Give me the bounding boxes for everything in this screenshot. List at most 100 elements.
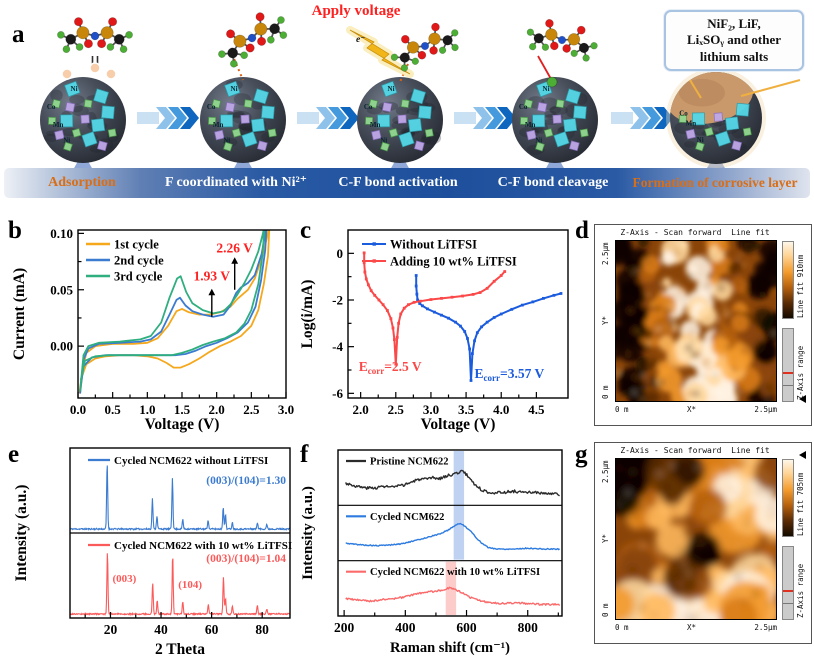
afm-g-zrange-bar bbox=[782, 546, 794, 620]
svg-text:0.10: 0.10 bbox=[50, 226, 73, 241]
svg-text:2nd cycle: 2nd cycle bbox=[114, 254, 164, 268]
svg-text:Intensity (a.u.): Intensity (a.u.) bbox=[300, 486, 316, 580]
afm-d-colorbar-label: Line fit 910nm bbox=[796, 254, 805, 318]
svg-text:800: 800 bbox=[518, 620, 539, 635]
svg-text:2.5: 2.5 bbox=[388, 402, 405, 417]
svg-text:2.26 V: 2.26 V bbox=[216, 241, 253, 256]
svg-text:-2: -2 bbox=[332, 293, 343, 308]
svg-text:Mn: Mn bbox=[53, 121, 64, 129]
panel-d-label: d bbox=[575, 217, 589, 244]
stage-adsorption: Adsorption bbox=[48, 175, 116, 190]
apply-voltage-label: Apply voltage bbox=[311, 3, 401, 19]
svg-text:400: 400 bbox=[395, 620, 416, 635]
panel-b-label: b bbox=[8, 217, 22, 244]
svg-text:40: 40 bbox=[154, 622, 168, 637]
afm-g-topography bbox=[616, 459, 776, 619]
afm-d-ylabel-top: 2.5μm bbox=[601, 242, 610, 265]
panel-e-label: e bbox=[8, 441, 20, 468]
afm-d-zrange-bar bbox=[782, 328, 794, 402]
afm-g-scanline-marker-icon bbox=[799, 451, 806, 459]
panel-g-label: g bbox=[575, 441, 588, 468]
svg-text:Without LiTFSI: Without LiTFSI bbox=[390, 238, 477, 252]
svg-text:(104): (104) bbox=[178, 579, 202, 591]
svg-text:Intensity (a.u.): Intensity (a.u.) bbox=[13, 485, 30, 582]
svg-text:1.0: 1.0 bbox=[139, 402, 155, 417]
panel-a-label: a bbox=[12, 21, 25, 48]
afm-g-colorbar-label: Line fit 705nm bbox=[796, 472, 805, 536]
svg-text:0.05: 0.05 bbox=[50, 282, 73, 297]
svg-text:Co: Co bbox=[207, 103, 216, 111]
svg-text:2.0: 2.0 bbox=[353, 402, 369, 417]
svg-text:Co: Co bbox=[364, 103, 373, 111]
svg-text:4.0: 4.0 bbox=[493, 402, 509, 417]
svg-text:Ni: Ni bbox=[388, 85, 395, 93]
ncm-particle: Ni Co Mn Ni bbox=[200, 77, 286, 163]
stage-coordination: F coordinated with Ni²⁺ bbox=[164, 175, 308, 190]
svg-text:-6: -6 bbox=[332, 386, 343, 401]
svg-text:Ni: Ni bbox=[71, 85, 78, 93]
svg-text:2 Theta: 2 Theta bbox=[155, 641, 205, 658]
svg-text:Mn: Mn bbox=[525, 121, 536, 129]
svg-text:600: 600 bbox=[456, 620, 477, 635]
svg-text:20: 20 bbox=[104, 622, 118, 637]
stage-activation: C-F bond activation bbox=[338, 175, 458, 190]
svg-text:0.0: 0.0 bbox=[70, 402, 86, 417]
svg-text:3.5: 3.5 bbox=[458, 402, 475, 417]
svg-text:Adding 10 wt% LiTFSI: Adding 10 wt% LiTFSI bbox=[390, 255, 517, 269]
svg-text:Current (mA): Current (mA) bbox=[11, 268, 28, 360]
svg-text:Ni: Ni bbox=[63, 136, 70, 144]
afm-d-ylabel-bot: 0 m bbox=[601, 385, 610, 399]
raman-chart: Pristine NCM622 Cycled NCM622 Cycled NCM62… bbox=[300, 449, 563, 656]
afm-d-x0: 0 m bbox=[615, 405, 629, 414]
svg-text:1st cycle: 1st cycle bbox=[114, 238, 159, 252]
svg-text:Ni: Ni bbox=[223, 136, 230, 144]
salts-line-1: NiF₂, LiF, bbox=[707, 16, 761, 31]
afm-d-zrange-label: Z-Axis range bbox=[796, 345, 805, 400]
svg-text:1.5: 1.5 bbox=[174, 402, 191, 417]
svg-text:3.0: 3.0 bbox=[423, 402, 439, 417]
afm-d-image bbox=[615, 240, 777, 402]
afm-d-scanline-marker-icon bbox=[799, 395, 806, 403]
svg-text:Ecorr=2.5 V: Ecorr=2.5 V bbox=[359, 359, 422, 376]
svg-text:(003)/(104)=1.30: (003)/(104)=1.30 bbox=[206, 475, 286, 487]
svg-text:Log(i/mA): Log(i/mA) bbox=[299, 280, 316, 349]
svg-text:Co: Co bbox=[679, 110, 688, 118]
svg-text:1.93 V: 1.93 V bbox=[194, 269, 231, 284]
stage-corrosive-layer: Formation of corrosive layer bbox=[632, 175, 798, 190]
afm-g-ylabel-bot: 0 m bbox=[601, 603, 610, 617]
svg-text:0: 0 bbox=[337, 246, 344, 261]
svg-text:Mn: Mn bbox=[213, 121, 224, 129]
panel-c-label: c bbox=[300, 217, 312, 244]
afm-panel-d: Z-Axis - Scan forward Line fit 2.5μm Y* … bbox=[594, 224, 812, 426]
svg-text:Raman shift (cm⁻¹): Raman shift (cm⁻¹) bbox=[390, 640, 510, 656]
svg-text:0.5: 0.5 bbox=[105, 402, 122, 417]
afm-g-xaxis: 0 m X* 2.5μm bbox=[615, 623, 777, 632]
afm-d-colorbar bbox=[782, 241, 794, 319]
svg-text:Ni: Ni bbox=[231, 85, 238, 93]
svg-text:0.00: 0.00 bbox=[50, 339, 73, 354]
panel-f-label: f bbox=[300, 441, 309, 468]
svg-text:3rd cycle: 3rd cycle bbox=[114, 270, 163, 284]
afm-g-colorbar bbox=[782, 459, 794, 537]
svg-text:2.5: 2.5 bbox=[243, 402, 260, 417]
svg-text:Cycled NCM622 without LiTFSI: Cycled NCM622 without LiTFSI bbox=[114, 455, 268, 467]
svg-text:60: 60 bbox=[205, 622, 219, 637]
svg-text:Pristine NCM622: Pristine NCM622 bbox=[370, 457, 448, 468]
xrd-chart: 20 40 60 80 2 Theta Intensity (a.u.) Cycled NC… bbox=[13, 447, 292, 658]
afm-g-ylabel-top: 2.5μm bbox=[601, 460, 610, 483]
afm-g-xc: X* bbox=[686, 623, 696, 632]
afm-g-ylabel-mid: Y* bbox=[601, 533, 610, 543]
svg-text:e⁻: e⁻ bbox=[356, 35, 365, 45]
ncm-particle: Ni Co Mn Ni bbox=[512, 77, 598, 163]
afm-d-xaxis: 0 m X* 2.5μm bbox=[615, 405, 777, 414]
salts-line-3: lithium salts bbox=[699, 48, 769, 64]
svg-text:Ni: Ni bbox=[697, 136, 704, 144]
afm-g-image bbox=[615, 458, 777, 620]
svg-text:Cycled NCM622 with 10 wt% LiTF: Cycled NCM622 with 10 wt% LiTFSI bbox=[114, 540, 292, 552]
afm-g-zrange-label: Z-Axis range bbox=[796, 563, 805, 618]
svg-text:Ni: Ni bbox=[380, 136, 387, 144]
svg-text:200: 200 bbox=[334, 620, 355, 635]
